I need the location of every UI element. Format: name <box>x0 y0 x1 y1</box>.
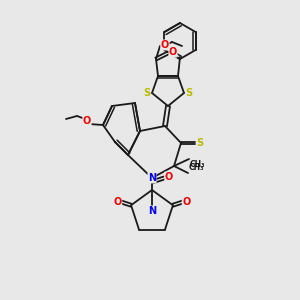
Text: S: S <box>196 138 204 148</box>
Text: S: S <box>143 88 151 98</box>
Text: O: O <box>161 40 169 50</box>
Text: CH₃: CH₃ <box>190 160 206 169</box>
Text: O: O <box>83 116 91 126</box>
Text: O: O <box>165 172 173 182</box>
Text: N: N <box>148 173 156 183</box>
Text: O: O <box>182 197 190 207</box>
Text: N: N <box>148 206 156 216</box>
Text: S: S <box>185 88 193 98</box>
Text: CH₃: CH₃ <box>189 163 205 172</box>
Text: O: O <box>113 197 122 207</box>
Text: O: O <box>169 47 177 57</box>
